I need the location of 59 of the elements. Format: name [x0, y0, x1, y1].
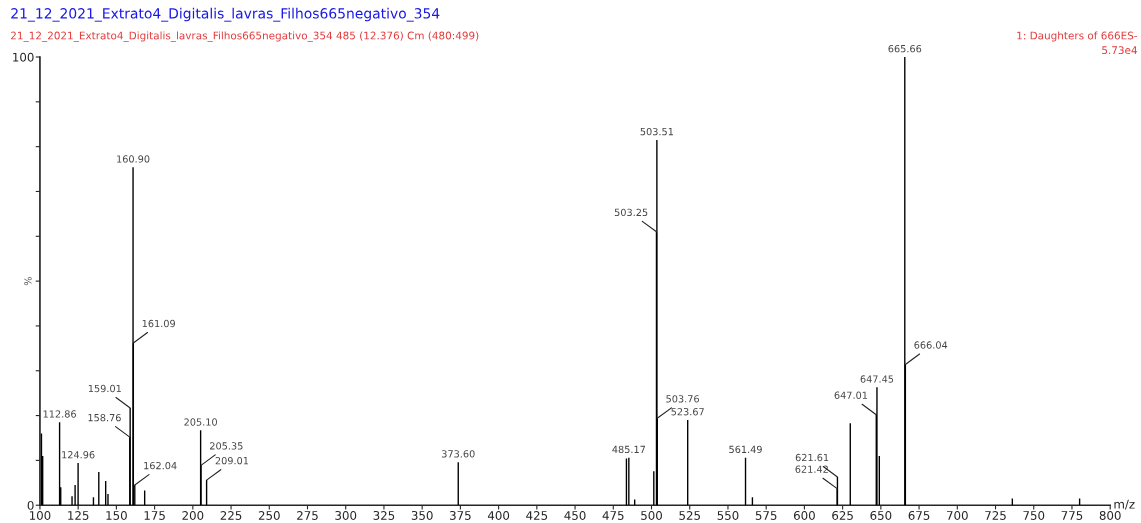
- x-tick-label: 325: [373, 510, 395, 520]
- x-tick-label: 250: [258, 510, 280, 520]
- x-tick-label: 400: [487, 510, 510, 520]
- annotation: 124.96: [62, 451, 95, 459]
- chart-title: 21_12_2021_Extrato4_Digitalis_lavras_Filhos665negativo_354: [11, 7, 440, 22]
- annotation: 621.61: [795, 453, 829, 462]
- annotation: 523.67: [671, 408, 704, 416]
- x-tick-label: 775: [1061, 511, 1083, 520]
- annotation: 162.04: [144, 461, 177, 470]
- x-tick-label: 550: [717, 510, 739, 520]
- annotation: 161.09: [142, 319, 176, 328]
- x-tick-label: 700: [947, 510, 968, 520]
- annotation: 112.86: [43, 410, 76, 418]
- x-tick-label: 725: [985, 510, 1006, 520]
- annotation: 485.17: [612, 445, 646, 454]
- annotation: 158.76: [88, 413, 121, 422]
- annotation: 666.04: [914, 341, 948, 349]
- annotation: 561.49: [729, 445, 762, 454]
- annotation: 503.51: [640, 127, 673, 136]
- x-axis-title: m/z: [1114, 499, 1135, 510]
- x-tick-label: 125: [68, 510, 89, 520]
- chart-subtitle: 21_12_2021_Extrato4_Digitalis_lavras_Filhos665negativo_354 485 (12.376) Cm (480:499): [11, 31, 479, 42]
- x-tick-label: 200: [182, 510, 204, 520]
- x-tick-label: 225: [220, 510, 242, 520]
- x-tick-label: 475: [602, 511, 624, 520]
- x-tick-label: 625: [832, 510, 853, 520]
- annotation: 160.90: [117, 155, 150, 163]
- text: 1: Daughters of 666ES-: [1017, 31, 1138, 42]
- annotation: 503.25: [614, 208, 648, 217]
- x-tick-label: 275: [297, 510, 318, 520]
- x-tick-label: 500: [641, 510, 662, 520]
- annotation: 503.76: [666, 395, 699, 403]
- x-tick-label: 800: [1099, 510, 1121, 520]
- annotation: 647.45: [860, 375, 894, 383]
- x-tick-label: 150: [106, 510, 127, 520]
- y-axis-title: %: [24, 277, 32, 286]
- x-tick-label: 375: [450, 510, 471, 520]
- x-tick-label: 575: [755, 511, 777, 520]
- x-tick-label: 525: [679, 510, 700, 520]
- x-tick-label: 100: [29, 510, 51, 520]
- x-tick-label: 450: [564, 510, 586, 520]
- text: 5.73e4: [1102, 46, 1137, 55]
- annotation: 205.10: [184, 418, 217, 426]
- annotation: 205.35: [210, 442, 243, 450]
- annotation: 209.01: [215, 456, 249, 465]
- annotation: 621.42: [795, 465, 828, 473]
- x-tick-label: 175: [144, 511, 165, 520]
- annotation: 665.66: [888, 44, 922, 53]
- annotation: 373.60: [441, 450, 475, 458]
- x-tick-label: 300: [335, 510, 357, 520]
- x-tick-label: 600: [793, 510, 815, 520]
- x-tick-label: 675: [908, 510, 930, 520]
- annotation: 647.01: [834, 391, 868, 399]
- x-tick-label: 425: [526, 510, 548, 520]
- annotation: 159.01: [88, 384, 121, 393]
- x-tick-label: 350: [411, 510, 433, 520]
- x-tick-label: 650: [870, 510, 892, 520]
- x-tick-label: 750: [1023, 510, 1045, 520]
- y-tick-label: 0: [27, 500, 34, 510]
